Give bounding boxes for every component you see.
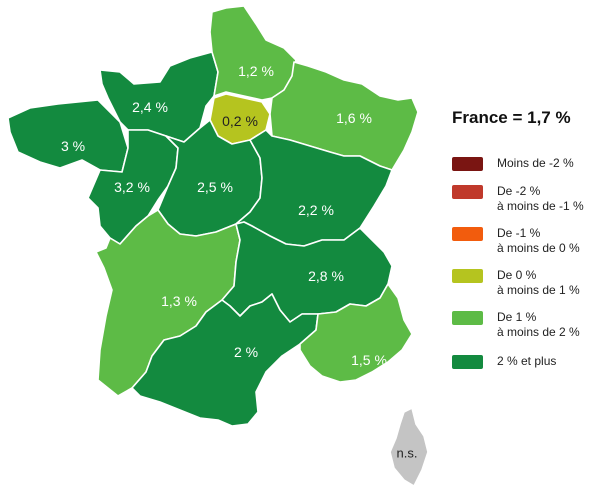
legend-label: Moins de -2 % [497, 156, 574, 170]
legend-swatch [452, 227, 483, 241]
legend-label: 2 % et plus [497, 354, 557, 368]
label-paca: 1,5 % [351, 352, 387, 368]
legend-item: De 1 % à moins de 2 % [452, 310, 580, 340]
legend-label: De 1 % à moins de 2 % [497, 310, 580, 339]
label-bourgogne-franche-comte: 2,2 % [298, 202, 334, 218]
label-centre-val-de-loire: 2,5 % [197, 179, 233, 195]
legend-label: De 0 % à moins de 1 % [497, 268, 580, 297]
label-grand-est: 1,6 % [336, 110, 372, 126]
legend-swatch [452, 355, 483, 369]
legend-item: De -1 % à moins de 0 % [452, 226, 580, 256]
legend-swatch [452, 269, 483, 283]
legend-item: De 0 % à moins de 1 % [452, 268, 580, 298]
legend-swatch [452, 311, 483, 325]
legend-swatch [452, 185, 483, 199]
legend-item: De -2 % à moins de -1 % [452, 184, 584, 214]
legend-swatch [452, 157, 483, 171]
region-corse [389, 407, 429, 487]
legend-item: Moins de -2 % [452, 156, 574, 171]
legend: France = 1,7 % Moins de -2 % De -2 % à m… [452, 108, 600, 369]
label-bretagne: 3 % [61, 138, 85, 154]
label-occitanie: 2 % [234, 344, 258, 360]
legend-label: De -1 % à moins de 0 % [497, 226, 580, 255]
legend-label: De -2 % à moins de -1 % [497, 184, 584, 213]
region-hauts-de-france [209, 5, 297, 101]
label-corse: n.s. [397, 446, 418, 461]
label-hauts-de-france: 1,2 % [238, 63, 274, 79]
label-nouvelle-aquitaine: 1,3 % [161, 293, 197, 309]
region-normandie [99, 51, 219, 143]
label-ile-de-france: 0,2 % [222, 113, 258, 129]
region-paca [299, 283, 413, 383]
legend-title: France = 1,7 % [452, 108, 571, 127]
legend-item: 2 % et plus [452, 354, 556, 369]
region-pays-de-la-loire [87, 129, 179, 245]
label-auvergne-rhone-alpes: 2,8 % [308, 268, 344, 284]
region-bretagne [7, 99, 129, 173]
label-normandie: 2,4 % [132, 99, 168, 115]
label-pays-de-la-loire: 3,2 % [114, 179, 150, 195]
